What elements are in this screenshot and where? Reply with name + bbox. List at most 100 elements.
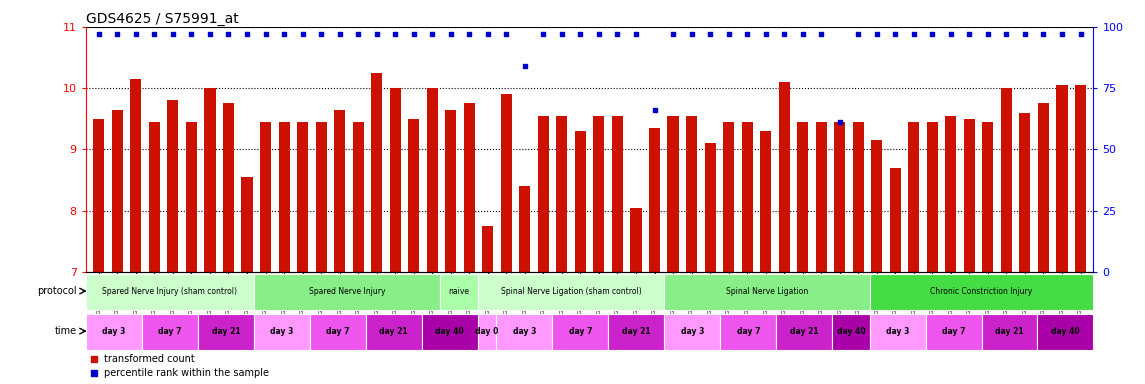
Point (108, 31, 126, 37)
Text: Spared Nerve Injury (sham control): Spared Nerve Injury (sham control) (102, 286, 237, 296)
Bar (722, 122, 734, 272)
Point (719, 31, 737, 37)
Text: day 3: day 3 (886, 326, 909, 336)
Point (812, 31, 830, 37)
Text: day 7: day 7 (569, 326, 592, 336)
Bar (552, 314, 608, 350)
Bar (1057, 85, 1067, 272)
Point (1034, 31, 1052, 37)
Point (479, 31, 497, 37)
Point (145, 31, 164, 37)
Bar (593, 116, 605, 272)
Text: protocol: protocol (37, 286, 77, 296)
Point (200, 31, 219, 37)
Bar (776, 314, 832, 350)
Point (164, 31, 182, 37)
Bar (310, 314, 365, 350)
Bar (1037, 314, 1093, 350)
Text: day 3: day 3 (270, 326, 293, 336)
Bar (608, 314, 664, 350)
Point (331, 31, 349, 37)
Bar (131, 79, 142, 272)
Text: Chronic Constriction Injury: Chronic Constriction Injury (931, 286, 1033, 296)
Point (535, 31, 553, 37)
Bar (254, 314, 310, 350)
Bar (668, 116, 679, 272)
Bar (389, 88, 401, 272)
Bar (649, 128, 660, 272)
Bar (223, 103, 234, 272)
Text: day 3: day 3 (102, 326, 126, 336)
Bar (297, 122, 308, 272)
Bar (1037, 103, 1049, 272)
Point (1016, 31, 1034, 37)
Bar (556, 116, 568, 272)
Point (608, 31, 626, 37)
Point (497, 31, 515, 37)
Text: day 40: day 40 (837, 326, 866, 336)
Point (626, 31, 645, 37)
Point (923, 31, 941, 37)
Bar (167, 100, 179, 272)
Point (775, 31, 793, 37)
Text: day 7: day 7 (942, 326, 965, 336)
Bar (926, 122, 938, 272)
Bar (365, 314, 421, 350)
Bar (946, 116, 956, 272)
Bar (664, 274, 869, 310)
Bar (890, 168, 901, 272)
Point (830, 119, 848, 126)
Text: naive: naive (449, 286, 469, 296)
Text: day 3: day 3 (513, 326, 536, 336)
Text: day 7: day 7 (736, 326, 760, 336)
Bar (86, 274, 254, 310)
Point (997, 31, 1016, 37)
Text: day 0: day 0 (475, 326, 499, 336)
Point (423, 31, 441, 37)
Bar (835, 122, 845, 272)
Point (1072, 31, 1090, 37)
Point (868, 31, 886, 37)
Bar (611, 116, 623, 272)
Text: day 21: day 21 (379, 326, 408, 336)
Text: percentile rank within the sample: percentile rank within the sample (104, 368, 269, 378)
Bar (871, 140, 883, 272)
Bar (464, 103, 475, 272)
Point (793, 31, 812, 37)
Point (979, 31, 997, 37)
Point (905, 31, 923, 37)
Bar (427, 88, 437, 272)
Point (349, 31, 368, 37)
Bar (185, 122, 197, 272)
Bar (575, 131, 586, 272)
Text: transformed count: transformed count (104, 354, 195, 364)
Bar (198, 314, 254, 350)
Bar (421, 314, 477, 350)
Text: Spared Nerve Injury: Spared Nerve Injury (309, 286, 386, 296)
Bar (86, 314, 142, 350)
Point (682, 31, 701, 37)
Bar (142, 314, 198, 350)
Bar (720, 314, 776, 350)
Text: GDS4625 / S75991_at: GDS4625 / S75991_at (86, 12, 238, 26)
Bar (242, 177, 253, 272)
Point (89, 31, 108, 37)
Bar (742, 122, 752, 272)
Bar (520, 186, 530, 272)
Text: day 7: day 7 (158, 326, 182, 336)
Point (311, 31, 330, 37)
Bar (353, 122, 364, 272)
Bar (869, 314, 925, 350)
Point (553, 31, 571, 37)
Bar (664, 314, 720, 350)
Text: day 21: day 21 (790, 326, 819, 336)
Bar (112, 109, 123, 272)
Bar (832, 314, 869, 350)
Bar (334, 109, 345, 272)
Point (238, 31, 256, 37)
Point (85, 356, 103, 362)
Text: day 21: day 21 (995, 326, 1024, 336)
Point (256, 31, 275, 37)
Bar (631, 207, 641, 272)
Bar (815, 122, 827, 272)
